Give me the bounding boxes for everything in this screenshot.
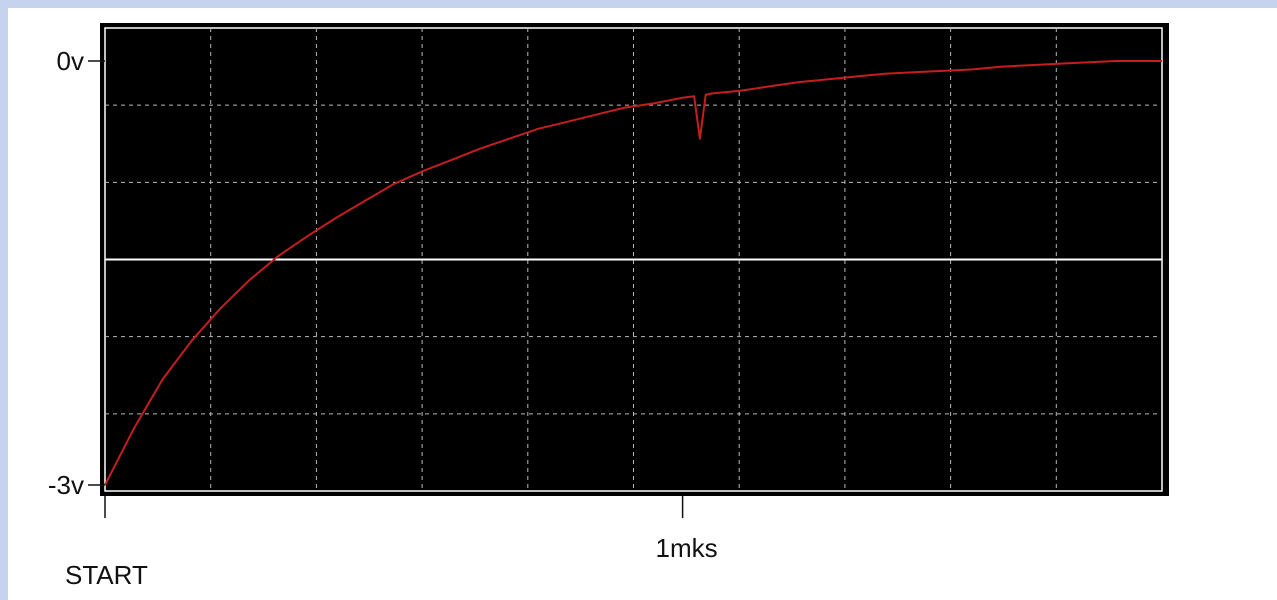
- y-tick-label: -3v: [48, 470, 84, 500]
- axis-ticks: [88, 60, 684, 518]
- chart-panel: 0v -3v START 1mks: [8, 8, 1277, 600]
- axis-labels: 0v -3v START 1mks: [48, 46, 718, 590]
- x-tick-label: 1mks: [656, 533, 718, 563]
- oscilloscope-chart: 0v -3v START 1mks: [48, 23, 1169, 590]
- x-tick-label: START: [65, 560, 148, 590]
- y-tick-label: 0v: [57, 46, 84, 76]
- trace-series: [104, 60, 1163, 486]
